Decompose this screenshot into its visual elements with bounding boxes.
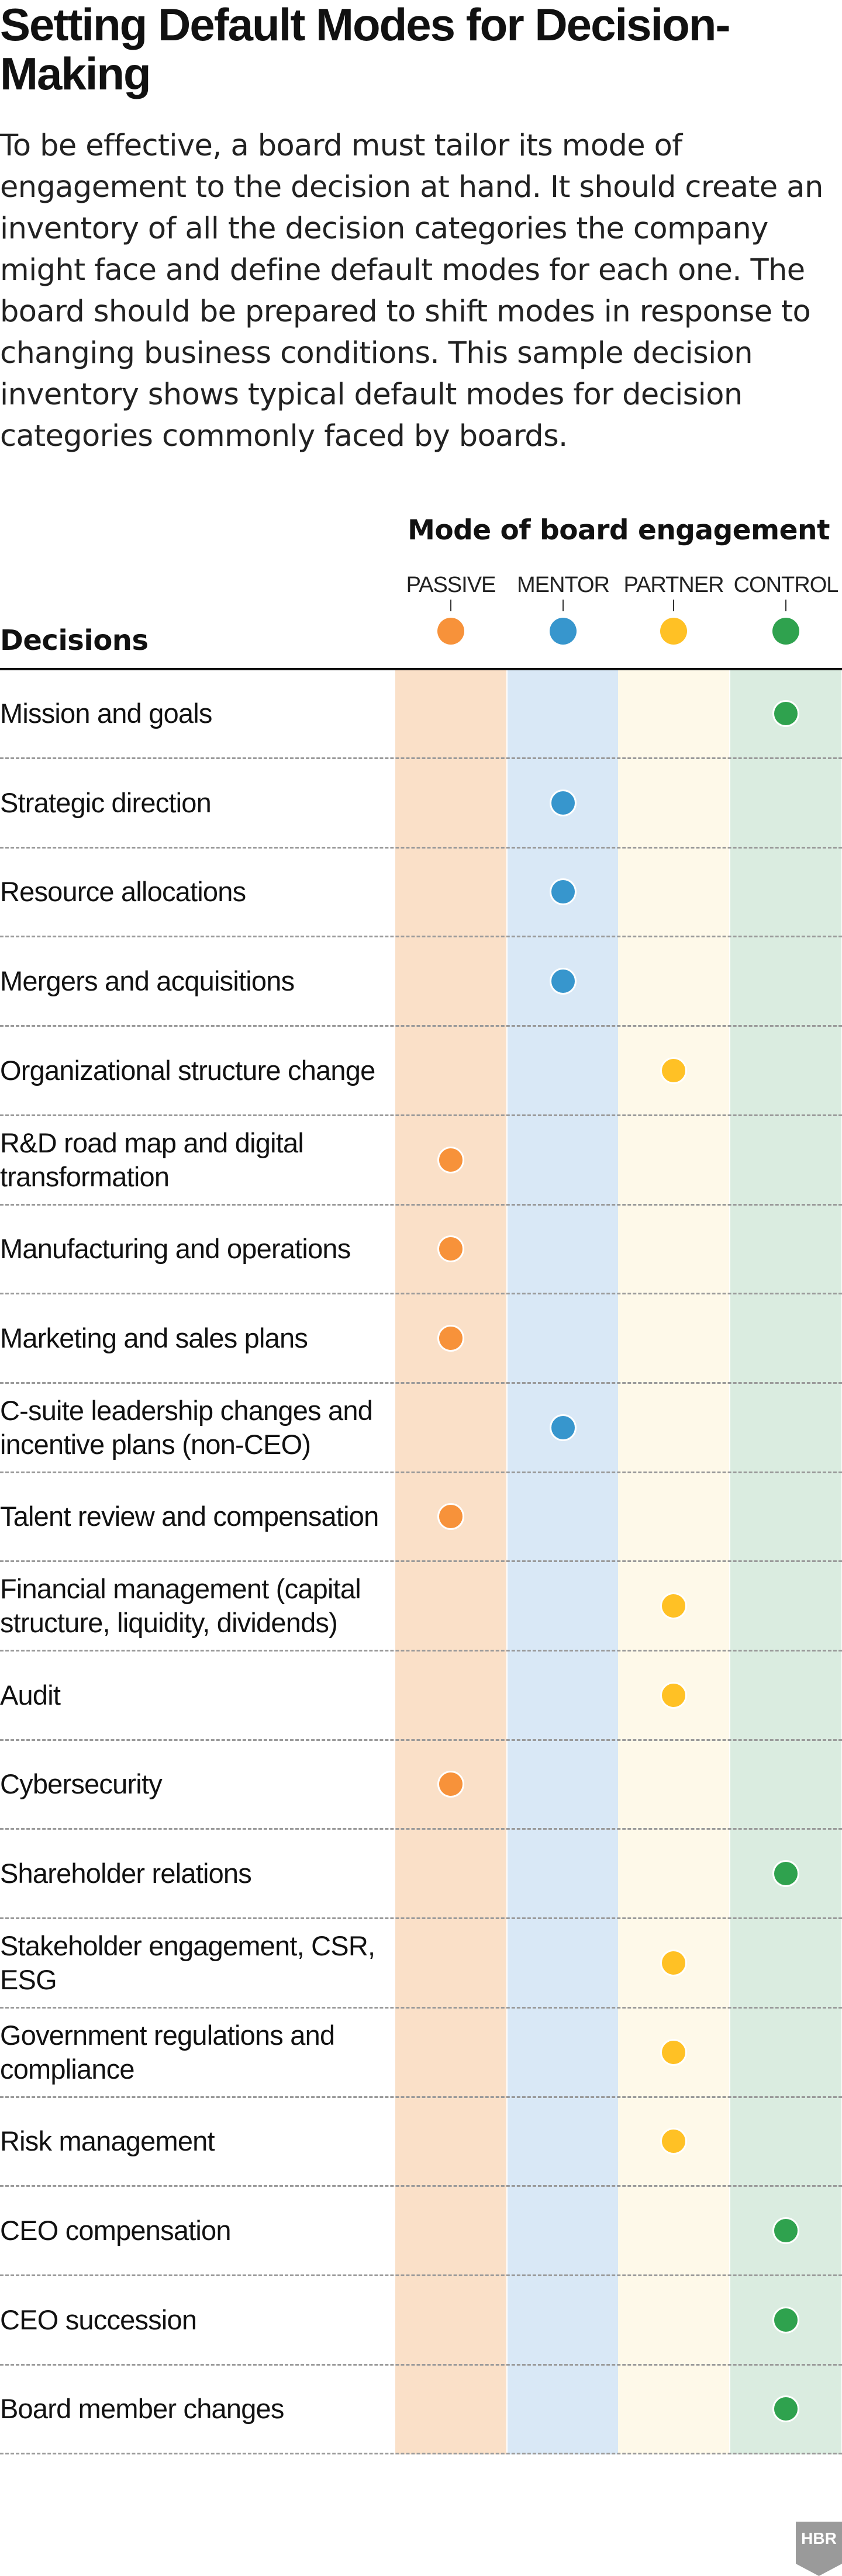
decision-label: Talent review and compensation [0,1501,379,1532]
row-divider [0,1382,842,1384]
mode-dot-partner [660,2038,687,2066]
decision-label: Resource allocations [0,876,246,908]
decision-row: Resource allocations [0,848,842,938]
decision-label: Manufacturing and operations [0,1233,351,1265]
decision-label: Mission and goals [0,698,212,729]
row-divider [0,846,842,849]
mode-dot-passive [437,1503,464,1531]
mode-dot-control [772,2306,799,2333]
mode-label-passive: PASSIVE [406,573,496,597]
mode-dot-control [772,700,799,727]
row-divider [0,2185,842,2187]
mode-dot-partner [660,1057,687,1084]
row-divider [0,1828,842,1830]
decision-row: R&D road map and digital transformation [0,1116,842,1206]
decision-label: Financial management (capital structure,… [0,1573,361,1638]
decision-row: Strategic direction [0,759,842,849]
decision-label: Organizational structure change [0,1054,375,1086]
row-divider [0,2096,842,2098]
decision-label: Marketing and sales plans [0,1322,308,1353]
decision-label: Stakeholder engagement, CSR, ESG [0,1930,375,1995]
decision-row: Mission and goals [0,670,842,759]
decision-row: Organizational structure change [0,1027,842,1116]
decision-row: Shareholder relations [0,1830,842,1920]
row-divider [0,2274,842,2276]
mode-label-partner: PARTNER [623,573,724,597]
svg-text:HBR: HBR [801,2529,837,2547]
decision-row: Cybersecurity [0,1740,842,1830]
row-divider [0,2453,842,2455]
decision-label: Audit [0,1679,61,1711]
row-divider [0,2363,842,2366]
mode-dot-partner [660,1681,687,1709]
mode-heading: Mode of board engagement [408,514,830,546]
row-divider [0,936,842,938]
mode-dot-mentor [550,789,577,816]
decision-row: Stakeholder engagement, CSR, ESG [0,1919,842,2009]
decision-row: Financial management (capital structure,… [0,1562,842,1651]
decision-label: Risk management [0,2125,215,2157]
decision-label: Board member changes [0,2393,284,2425]
mode-tick-passive [450,600,451,611]
row-divider [0,1560,842,1563]
decision-row: CEO compensation [0,2187,842,2276]
decisions-heading: Decisions [0,624,149,657]
decision-row: Government regulations and compliance [0,2009,842,2098]
row-divider [0,1739,842,1741]
decision-row: Marketing and sales plans [0,1294,842,1384]
row-divider [0,1471,842,1473]
header-rule [0,668,842,670]
mode-dot-control [772,2217,799,2244]
decision-row: Board member changes [0,2365,842,2455]
mode-dot-mentor [550,1414,577,1441]
row-divider [0,2006,842,2009]
decision-label: Strategic direction [0,787,212,818]
decision-row: Audit [0,1651,842,1741]
row-divider [0,1114,842,1116]
mode-tick-control [785,600,786,611]
decision-row: Risk management [0,2097,842,2187]
mode-dot-passive [437,1771,464,1798]
row-divider [0,1650,842,1651]
legend-dot-mentor [550,618,577,645]
mode-dot-passive [437,1146,464,1173]
legend-dot-passive [437,618,464,645]
mode-dot-partner [660,1949,687,1976]
decision-row: C-suite leadership changes and incentive… [0,1384,842,1473]
decision-row: CEO succession [0,2276,842,2366]
decision-row: Mergers and acquisitions [0,937,842,1027]
mode-dot-passive [437,1235,464,1263]
row-divider [0,1025,842,1027]
row-divider [0,1203,842,1206]
row-divider [0,757,842,759]
mode-dot-control [772,2395,799,2423]
row-divider [0,1293,842,1295]
decision-label: CEO succession [0,2304,197,2335]
decision-row: Talent review and compensation [0,1473,842,1563]
decision-row: Manufacturing and operations [0,1205,842,1295]
mode-tick-mentor [563,600,564,611]
mode-dot-mentor [550,878,577,906]
mode-label-mentor: MENTOR [517,573,610,597]
page-title: Setting Default Modes for Decision-Makin… [0,0,730,99]
mode-dot-passive [437,1324,464,1352]
hbr-logo: HBR [796,2522,842,2576]
row-divider [0,1917,842,1920]
legend-dot-partner [660,618,687,645]
legend-dot-control [772,618,799,645]
decision-label: Shareholder relations [0,1858,252,1889]
mode-tick-partner [673,600,674,611]
decision-label: Mergers and acquisitions [0,965,295,997]
mode-dot-partner [660,2128,687,2155]
decision-label: Government regulations and compliance [0,2019,335,2085]
decision-label: R&D road map and digital transformation [0,1127,304,1192]
decision-label: C-suite leadership changes and incentive… [0,1394,373,1460]
mode-dot-control [772,1860,799,1888]
decision-label: Cybersecurity [0,1768,163,1800]
mode-dot-mentor [550,968,577,995]
mode-dot-partner [660,1592,687,1619]
intro-paragraph: To be effective, a board must tailor its… [0,129,823,453]
decision-label: CEO compensation [0,2214,232,2246]
mode-label-control: CONTROL [733,573,839,597]
